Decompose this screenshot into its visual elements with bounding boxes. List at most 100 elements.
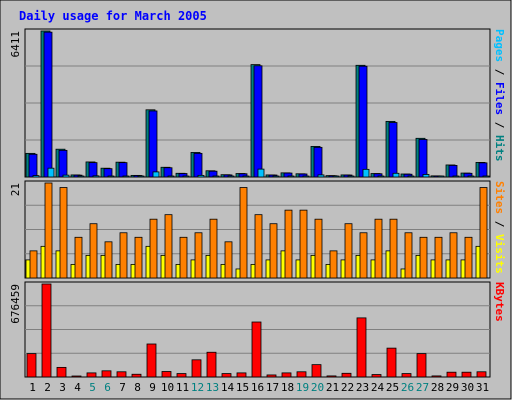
bar-pages-day-26	[407, 175, 415, 178]
bar-sites-day-7	[119, 232, 128, 279]
y-max-label: 6411	[9, 31, 22, 58]
x-tick-label-1: 1	[29, 381, 36, 394]
bar-kbytes-day-16	[251, 321, 262, 378]
bar-kbytes-day-25	[386, 347, 397, 378]
bar-sites-day-21	[329, 250, 338, 279]
bar-pages-day-21	[332, 175, 340, 178]
bar-pages-day-4	[77, 175, 85, 178]
bar-pages-day-19	[302, 175, 310, 178]
chart-panels: 6411 Pages / Files / Hits 21 Sites / Visits…	[9, 28, 506, 378]
x-tick-label-7: 7	[119, 381, 126, 394]
bar-sites-day-25	[389, 218, 398, 279]
bar-pages-day-2	[47, 167, 55, 178]
x-tick-label-2: 2	[44, 381, 51, 394]
legend-entry: /	[493, 214, 506, 234]
bar-sites-day-12	[194, 232, 203, 279]
bar-sites-day-20	[314, 218, 323, 279]
bar-sites-day-4	[74, 236, 83, 279]
bar-pages-day-18	[287, 175, 295, 178]
bar-files-day-7	[118, 162, 128, 178]
panel-visits-sites: 21 Sites / Visits	[9, 180, 506, 279]
chart-title: Daily usage for March 2005	[19, 9, 207, 23]
bar-pages-day-8	[137, 175, 145, 178]
series-legend: Sites / Visits	[493, 181, 506, 274]
bar-sites-day-28	[434, 236, 443, 279]
y-max-label: 676459	[9, 284, 22, 324]
bar-kbytes-day-31	[476, 371, 487, 378]
bar-files-day-20	[313, 146, 323, 178]
legend-entry: Sites	[493, 181, 506, 214]
bar-kbytes-day-30	[461, 371, 472, 378]
bar-pages-day-15	[242, 175, 250, 178]
x-tick-label-12: 12	[191, 381, 204, 394]
bar-pages-day-29	[452, 175, 460, 178]
bar-kbytes-day-1	[26, 353, 37, 378]
bar-pages-day-24	[377, 175, 385, 178]
bar-sites-day-5	[89, 223, 98, 279]
bar-kbytes-day-5	[86, 372, 97, 378]
bar-sites-day-29	[449, 232, 458, 279]
x-tick-label-17: 17	[266, 381, 279, 394]
legend-entry: Pages	[493, 29, 506, 62]
x-tick-label-16: 16	[251, 381, 264, 394]
bar-kbytes-day-18	[281, 372, 292, 378]
bar-sites-day-27	[419, 236, 428, 279]
bar-files-day-9	[148, 110, 158, 178]
bar-files-day-5	[88, 162, 98, 178]
bar-sites-day-8	[134, 236, 143, 279]
bar-files-day-12	[193, 152, 203, 178]
x-axis-labels: 1 2 3 4 5 6 7 8 9 10 11 12 13 14 15 16 17 18 19 20 21 22 23 24 2…	[29, 381, 489, 394]
bar-pages-day-30	[467, 175, 475, 178]
bar-pages-day-7	[122, 175, 130, 178]
x-tick-label-23: 23	[356, 381, 369, 394]
series-legend: Pages / Files / Hits	[493, 29, 506, 162]
bar-pages-day-31	[482, 175, 490, 178]
x-tick-label-31: 31	[476, 381, 489, 394]
bar-pages-day-3	[62, 174, 70, 178]
bar-kbytes-day-23	[356, 317, 367, 378]
bar-sites-day-22	[344, 223, 353, 279]
bar-kbytes-day-2	[41, 283, 52, 378]
x-tick-label-22: 22	[341, 381, 354, 394]
bar-kbytes-day-7	[116, 371, 127, 378]
bar-kbytes-day-6	[101, 370, 112, 378]
bar-kbytes-day-26	[401, 373, 412, 378]
bar-kbytes-day-28	[431, 375, 442, 378]
bar-pages-day-25	[392, 172, 400, 178]
bar-kbytes-day-8	[131, 373, 142, 378]
bar-pages-day-20	[317, 174, 325, 178]
legend-entry: /	[493, 62, 506, 82]
series-legend: KBytes	[493, 282, 506, 322]
x-tick-label-10: 10	[161, 381, 174, 394]
bar-files-day-31	[478, 162, 488, 178]
bar-pages-day-13	[212, 175, 220, 178]
bar-sites-day-16	[254, 214, 263, 279]
bar-kbytes-day-14	[221, 373, 232, 378]
legend-entry: Files	[493, 82, 506, 115]
x-tick-label-30: 30	[461, 381, 474, 394]
legend-entry: KBytes	[493, 282, 506, 322]
x-tick-label-20: 20	[311, 381, 324, 394]
bar-kbytes-day-29	[446, 371, 457, 378]
legend-entry: /	[493, 115, 506, 135]
panel-kbytes: 676459 KBytes	[9, 281, 506, 378]
bar-kbytes-day-10	[161, 371, 172, 378]
bar-pages-day-12	[197, 174, 205, 178]
bar-sites-day-31	[479, 187, 488, 279]
x-tick-label-8: 8	[134, 381, 141, 394]
x-tick-label-6: 6	[104, 381, 111, 394]
y-max-label: 21	[9, 183, 22, 196]
panel-hits-files-pages: 6411 Pages / Files / Hits	[9, 28, 506, 178]
bar-kbytes-day-20	[311, 364, 322, 378]
bar-sites-day-2	[44, 182, 53, 279]
bar-kbytes-day-17	[266, 374, 277, 378]
x-tick-label-21: 21	[326, 381, 339, 394]
x-tick-label-15: 15	[236, 381, 249, 394]
bar-files-day-23	[358, 65, 368, 178]
bar-kbytes-day-12	[191, 359, 202, 378]
bar-pages-day-1	[32, 175, 40, 178]
bar-pages-day-9	[152, 171, 160, 178]
legend-entry: Visits	[493, 234, 506, 274]
x-tick-label-5: 5	[89, 381, 96, 394]
